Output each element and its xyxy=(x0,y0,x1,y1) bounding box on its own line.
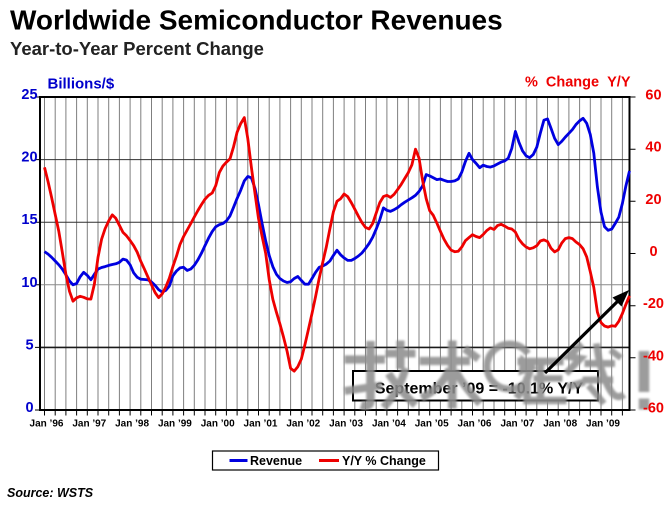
svg-text:Jan ’08: Jan ’08 xyxy=(543,419,577,430)
svg-text:Jan ’97: Jan ’97 xyxy=(72,419,106,430)
svg-text:Jan ’03: Jan ’03 xyxy=(329,419,363,430)
svg-text:Jan ’05: Jan ’05 xyxy=(415,419,449,430)
svg-text:0: 0 xyxy=(25,400,33,416)
svg-text:Y/Y % Change: Y/Y % Change xyxy=(342,454,426,468)
svg-text:5: 5 xyxy=(25,337,33,353)
svg-text:20: 20 xyxy=(21,150,37,166)
svg-text:Jan ’00: Jan ’00 xyxy=(201,419,235,430)
svg-text:Jan ’02: Jan ’02 xyxy=(286,419,320,430)
svg-text:-20: -20 xyxy=(643,296,664,312)
svg-text:Source: WSTS: Source: WSTS xyxy=(7,486,94,500)
svg-text:Jan ’99: Jan ’99 xyxy=(158,419,192,430)
svg-text:Year-to-Year Percent Change: Year-to-Year Percent Change xyxy=(10,38,264,59)
svg-text:Jan ’01: Jan ’01 xyxy=(244,419,278,430)
svg-text:Jan ’07: Jan ’07 xyxy=(500,419,534,430)
svg-text:-40: -40 xyxy=(643,348,664,364)
svg-text:Jan ’09: Jan ’09 xyxy=(586,419,620,430)
svg-text:60: 60 xyxy=(645,88,661,104)
svg-text:25: 25 xyxy=(21,87,37,103)
svg-text:20: 20 xyxy=(645,192,661,208)
svg-text:-60: -60 xyxy=(643,401,664,417)
svg-text:Jan ’98: Jan ’98 xyxy=(115,419,149,430)
svg-text:Jan ’96: Jan ’96 xyxy=(30,419,64,430)
svg-text:10: 10 xyxy=(21,275,37,291)
svg-text:Jan ’06: Jan ’06 xyxy=(458,419,492,430)
svg-text:Billions/$: Billions/$ xyxy=(48,76,115,93)
svg-text:40: 40 xyxy=(645,140,661,156)
svg-text:Jan ’04: Jan ’04 xyxy=(372,419,406,430)
svg-text:15: 15 xyxy=(21,212,37,228)
svg-text:Worldwide Semiconductor Revenu: Worldwide Semiconductor Revenues xyxy=(10,5,503,36)
svg-text:% Change Y/Y: % Change Y/Y xyxy=(525,75,631,91)
svg-text:Revenue: Revenue xyxy=(250,454,302,468)
svg-text:0: 0 xyxy=(649,244,657,260)
